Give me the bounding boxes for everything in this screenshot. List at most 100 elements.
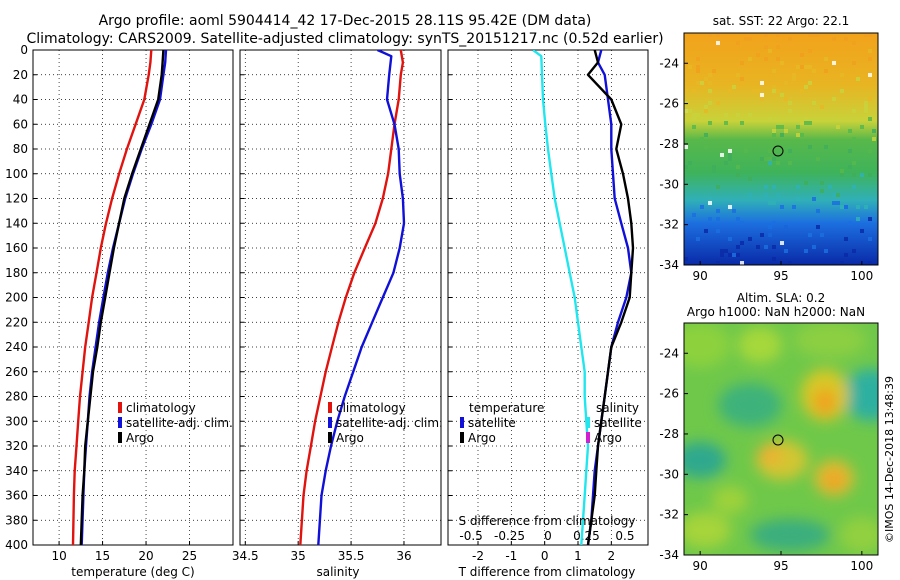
sst-pixel	[844, 237, 848, 241]
sst-pixel	[836, 125, 840, 129]
sst-pixel	[812, 197, 816, 201]
sst-pixel	[724, 161, 728, 165]
sst-pixel	[800, 89, 804, 93]
depth-tick-label: 140	[5, 216, 28, 230]
salinity-legend: climatology satellite-adj. clim. Argo	[328, 401, 443, 445]
sst-pixel	[792, 205, 796, 209]
sst-pixel	[848, 149, 852, 153]
sst-pixel	[816, 209, 820, 213]
sst-pixel	[740, 61, 744, 65]
secondary-x-tick-label: -0.25	[494, 529, 525, 543]
sst-pixel	[856, 205, 860, 209]
figure-title-line1: Argo profile: aoml 5904414_42 17-Dec-201…	[99, 13, 592, 29]
sst-pixel	[792, 73, 796, 77]
sst-pixel	[712, 165, 716, 169]
sst-pixel	[832, 193, 836, 197]
sst-pixel	[692, 117, 696, 121]
salinity-panel: 34.5 35 35.5 36 salinity climatology satell…	[232, 49, 443, 579]
depth-tick-label: 100	[5, 167, 28, 181]
sst-pixel	[868, 261, 872, 265]
temperature-legend: climatology satellite-adj. clim. Argo	[118, 401, 233, 445]
sst-pixel	[820, 181, 824, 185]
legend-swatch-satellite	[328, 417, 332, 428]
map-lon-tick-label: 90	[693, 269, 708, 283]
x-tick-label: 20	[138, 549, 153, 563]
sst-pixel	[868, 117, 872, 121]
sst-pixel	[824, 145, 828, 149]
sst-pixel	[700, 137, 704, 141]
sst-pixel	[720, 253, 724, 257]
sst-pixel	[716, 33, 720, 37]
sst-pixel	[852, 249, 856, 253]
sst-pixel	[796, 133, 800, 137]
sst-pixel	[780, 205, 784, 209]
legend-label-t-argo: Argo	[468, 431, 496, 445]
salinity-difference-tick-labels: -0.5 -0.25 0 0.25 0.5	[459, 529, 634, 543]
sst-pixel	[792, 77, 796, 81]
sst-pixel	[824, 249, 828, 253]
sst-pixel	[748, 57, 752, 61]
sst-pixel	[768, 49, 772, 53]
sst-pixel	[784, 97, 788, 101]
map-lat-tick-label: -26	[659, 387, 679, 401]
sst-pixel	[868, 49, 872, 53]
legend-swatch-argo	[328, 432, 332, 443]
map-lon-tick-label: 90	[693, 559, 708, 573]
sst-pixel	[692, 113, 696, 117]
series-line-argo	[79, 50, 165, 545]
x-tick-label: 35	[291, 549, 306, 563]
sst-pixel	[784, 225, 788, 229]
map-lon-tick-label: 100	[850, 559, 873, 573]
depth-tick-label: 20	[13, 68, 28, 82]
sst-pixel	[836, 193, 840, 197]
sst-pixel	[764, 245, 768, 249]
sst-pixel	[684, 257, 688, 261]
sst-pixel	[740, 241, 744, 245]
temperature-tick-labels: 10 15 20 25	[51, 549, 197, 563]
sst-pixel	[868, 217, 872, 221]
sst-pixel	[772, 129, 776, 133]
secondary-x-tick-label: 0.25	[573, 529, 600, 543]
legend-swatch-satellite	[118, 417, 122, 428]
sst-pixel	[788, 37, 792, 41]
sst-pixel	[760, 157, 764, 161]
sst-pixel	[768, 233, 772, 237]
depth-tick-label: 380	[5, 513, 28, 527]
sst-pixel	[864, 105, 868, 109]
x-tick-label: 1	[574, 549, 582, 563]
depth-tick-label: 360	[5, 489, 28, 503]
series-line-t-argo	[586, 50, 635, 545]
sst-pixel	[764, 185, 768, 189]
sst-pixel	[736, 41, 740, 45]
sst-pixel	[868, 173, 872, 177]
x-tick-label: 2	[608, 549, 616, 563]
sst-pixel	[724, 249, 728, 253]
legend-swatch-t-argo	[460, 432, 464, 443]
sst-pixel	[776, 33, 780, 37]
map-lat-tick-label: -26	[659, 97, 679, 111]
sla-argo-marker	[772, 434, 784, 446]
figure-title-line2: Climatology: CARS2009. Satellite-adjuste…	[26, 31, 663, 47]
sst-pixel	[748, 237, 752, 241]
sst-pixel	[760, 233, 764, 237]
sst-pixel	[684, 165, 688, 169]
x-tick-label: 10	[51, 549, 66, 563]
sst-pixel	[836, 201, 840, 205]
salinity-tick-labels: 34.5 35 35.5 36	[232, 549, 412, 563]
x-tick-label: -1	[505, 549, 517, 563]
sst-pixel	[684, 89, 688, 93]
sst-pixel	[748, 113, 752, 117]
sst-pixel	[748, 37, 752, 41]
sst-pixel	[696, 237, 700, 241]
sst-pixel	[864, 109, 868, 113]
x-tick-label: 0	[541, 549, 549, 563]
salinity-grid	[240, 49, 441, 546]
salinity-series	[299, 50, 406, 545]
sst-pixel	[764, 193, 768, 197]
sst-pixel	[796, 197, 800, 201]
sst-pixel	[732, 253, 736, 257]
sst-pixel	[840, 205, 844, 209]
sst-pixel	[720, 249, 724, 253]
sst-pixel	[800, 121, 804, 125]
sst-pixel	[852, 61, 856, 65]
